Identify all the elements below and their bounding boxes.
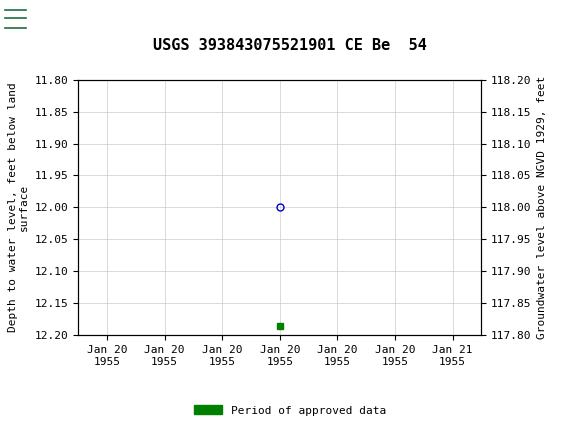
Y-axis label: Depth to water level, feet below land
surface: Depth to water level, feet below land su… <box>8 83 29 332</box>
Text: USGS: USGS <box>30 12 77 28</box>
Legend: Period of approved data: Period of approved data <box>190 401 390 420</box>
Text: USGS 393843075521901 CE Be  54: USGS 393843075521901 CE Be 54 <box>153 38 427 52</box>
Bar <box>3 3 58 37</box>
Y-axis label: Groundwater level above NGVD 1929, feet: Groundwater level above NGVD 1929, feet <box>537 76 547 339</box>
